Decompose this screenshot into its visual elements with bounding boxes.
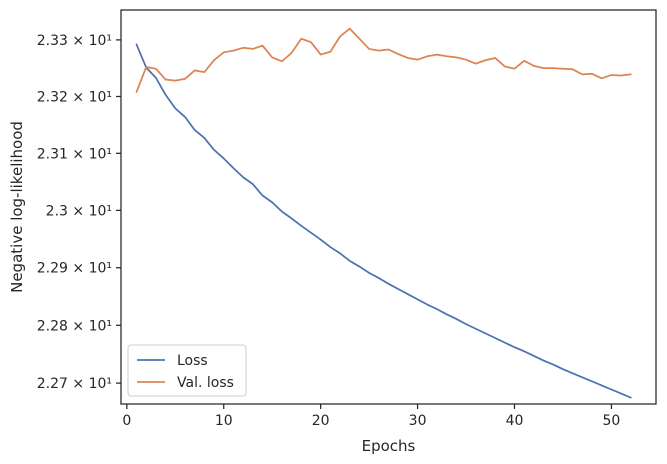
x-tick-label: 10 xyxy=(215,413,233,429)
series-layer xyxy=(135,27,632,399)
y-tick-label: 2.29 × 10¹ xyxy=(37,261,112,277)
y-tick-label: 2.32 × 10¹ xyxy=(37,89,112,105)
legend: Loss Val. loss xyxy=(127,344,247,397)
legend-box xyxy=(127,344,247,397)
x-tick-label: 20 xyxy=(312,413,330,429)
x-tick-label: 50 xyxy=(603,413,621,429)
y-axis-label: Negative log-likelihood xyxy=(8,121,26,293)
y-tick-label: 2.33 × 10¹ xyxy=(37,33,112,49)
x-tick-label: 40 xyxy=(506,413,524,429)
x-axis-label: Epochs xyxy=(362,437,416,455)
x-axis-ticks: 0 10 20 30 40 50 xyxy=(122,404,620,429)
y-tick-label: 2.27 × 10¹ xyxy=(37,376,112,392)
y-axis-ticks: 2.27 × 10¹ 2.28 × 10¹ 2.29 × 10¹ 2.3 × 10¹ 2… xyxy=(37,33,121,392)
legend-label-val-loss: Val. loss xyxy=(177,375,234,391)
x-tick-label: 0 xyxy=(122,413,131,429)
series-line-val-loss xyxy=(135,27,632,93)
plot-frame xyxy=(120,9,657,405)
y-tick-label: 2.28 × 10¹ xyxy=(37,318,112,334)
legend-label-loss: Loss xyxy=(177,353,208,369)
series-line-loss xyxy=(135,43,632,399)
y-tick-label: 2.3 × 10¹ xyxy=(46,203,112,219)
y-tick-label: 2.31 × 10¹ xyxy=(37,146,112,162)
x-tick-label: 30 xyxy=(409,413,427,429)
